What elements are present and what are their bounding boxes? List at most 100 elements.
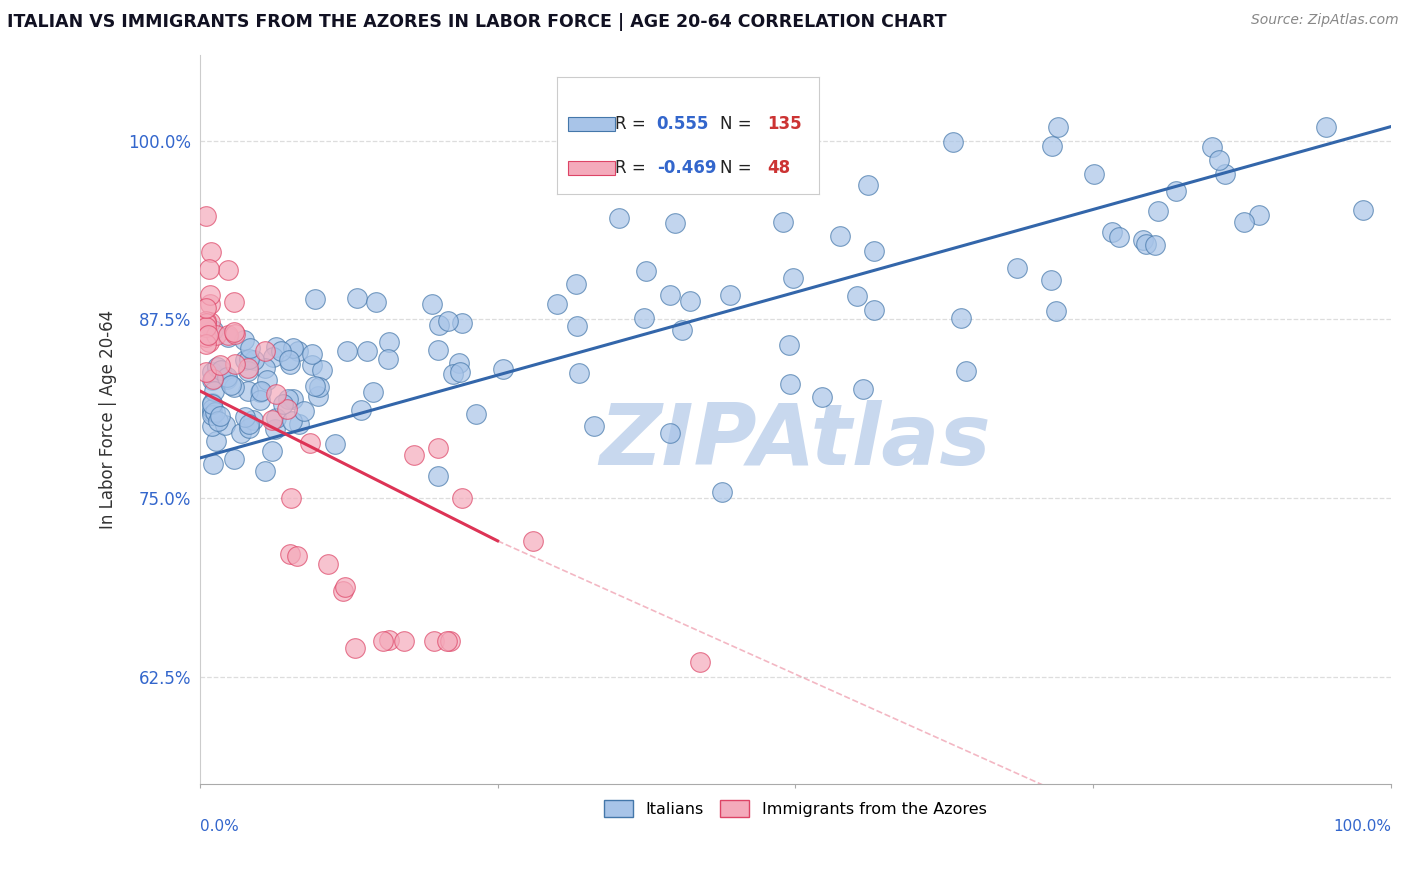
- Point: [215, 370, 238, 384]
- Point: [200, 288, 222, 302]
- Point: [441, 367, 464, 381]
- Point: [346, 291, 368, 305]
- Point: [278, 547, 301, 561]
- Point: [1213, 167, 1236, 181]
- Point: [277, 392, 299, 407]
- Point: [197, 328, 219, 343]
- Point: [1201, 139, 1223, 153]
- Point: [205, 434, 228, 448]
- Point: [565, 277, 588, 291]
- Point: [304, 293, 326, 307]
- Point: [778, 338, 800, 352]
- Point: [333, 580, 356, 594]
- Point: [427, 441, 450, 455]
- Point: [298, 435, 321, 450]
- Point: [254, 344, 277, 359]
- Point: [243, 352, 266, 367]
- Point: [238, 384, 260, 398]
- Point: [1108, 230, 1130, 244]
- Point: [270, 343, 292, 358]
- Point: [1083, 167, 1105, 181]
- Point: [276, 402, 298, 417]
- Point: [202, 323, 225, 337]
- Point: [204, 405, 226, 419]
- Point: [1351, 202, 1374, 217]
- Text: ITALIAN VS IMMIGRANTS FROM THE AZORES IN LABOR FORCE | AGE 20-64 CORRELATION CHA: ITALIAN VS IMMIGRANTS FROM THE AZORES IN…: [7, 13, 946, 31]
- Point: [582, 418, 605, 433]
- Point: [231, 425, 253, 440]
- Point: [942, 135, 965, 149]
- Point: [671, 323, 693, 337]
- Point: [280, 413, 302, 427]
- Point: [1047, 120, 1070, 134]
- Point: [194, 314, 217, 328]
- Point: [949, 310, 972, 325]
- Point: [194, 301, 217, 315]
- Point: [955, 364, 977, 378]
- Point: [1132, 233, 1154, 247]
- Point: [198, 335, 221, 350]
- Point: [204, 327, 226, 342]
- Point: [201, 397, 224, 411]
- Point: [1164, 184, 1187, 198]
- Point: [427, 343, 450, 357]
- Point: [779, 377, 801, 392]
- Point: [294, 404, 316, 418]
- Point: [219, 377, 242, 392]
- Point: [285, 549, 308, 563]
- Point: [264, 340, 287, 354]
- Point: [262, 412, 284, 426]
- Point: [208, 409, 231, 423]
- Point: [492, 361, 515, 376]
- Point: [222, 294, 245, 309]
- Point: [851, 382, 873, 396]
- Point: [323, 437, 346, 451]
- Point: [546, 297, 568, 311]
- Point: [633, 311, 655, 326]
- Point: [202, 369, 225, 384]
- Point: [308, 380, 330, 394]
- Point: [233, 353, 256, 368]
- Point: [238, 352, 260, 367]
- Text: Source: ZipAtlas.com: Source: ZipAtlas.com: [1251, 13, 1399, 28]
- Point: [253, 464, 276, 478]
- Point: [202, 372, 225, 386]
- Point: [264, 421, 287, 435]
- Point: [1143, 238, 1166, 252]
- Point: [301, 359, 323, 373]
- Point: [278, 353, 301, 368]
- Point: [232, 333, 254, 347]
- Point: [336, 344, 359, 359]
- Point: [522, 533, 544, 548]
- Point: [238, 417, 260, 431]
- Point: [607, 211, 630, 225]
- Point: [828, 229, 851, 244]
- Point: [565, 319, 588, 334]
- Point: [280, 491, 302, 506]
- Point: [710, 485, 733, 500]
- Point: [201, 365, 224, 379]
- Legend: Italians, Immigrants from the Azores: Italians, Immigrants from the Azores: [598, 794, 993, 823]
- Point: [404, 448, 426, 462]
- Point: [217, 328, 239, 343]
- Point: [283, 341, 305, 355]
- Point: [202, 384, 225, 398]
- Point: [332, 583, 354, 598]
- Point: [423, 633, 446, 648]
- Point: [224, 380, 246, 394]
- Point: [343, 640, 366, 655]
- Point: [1101, 225, 1123, 239]
- Point: [427, 469, 450, 483]
- Point: [689, 655, 711, 669]
- Point: [1147, 203, 1170, 218]
- Point: [224, 357, 246, 371]
- Point: [194, 316, 217, 330]
- Point: [350, 403, 373, 417]
- Point: [242, 413, 264, 427]
- Point: [200, 315, 222, 329]
- Point: [253, 361, 276, 376]
- Text: 100.0%: 100.0%: [1333, 820, 1391, 834]
- Point: [1040, 138, 1063, 153]
- Point: [194, 320, 217, 334]
- Point: [420, 297, 443, 311]
